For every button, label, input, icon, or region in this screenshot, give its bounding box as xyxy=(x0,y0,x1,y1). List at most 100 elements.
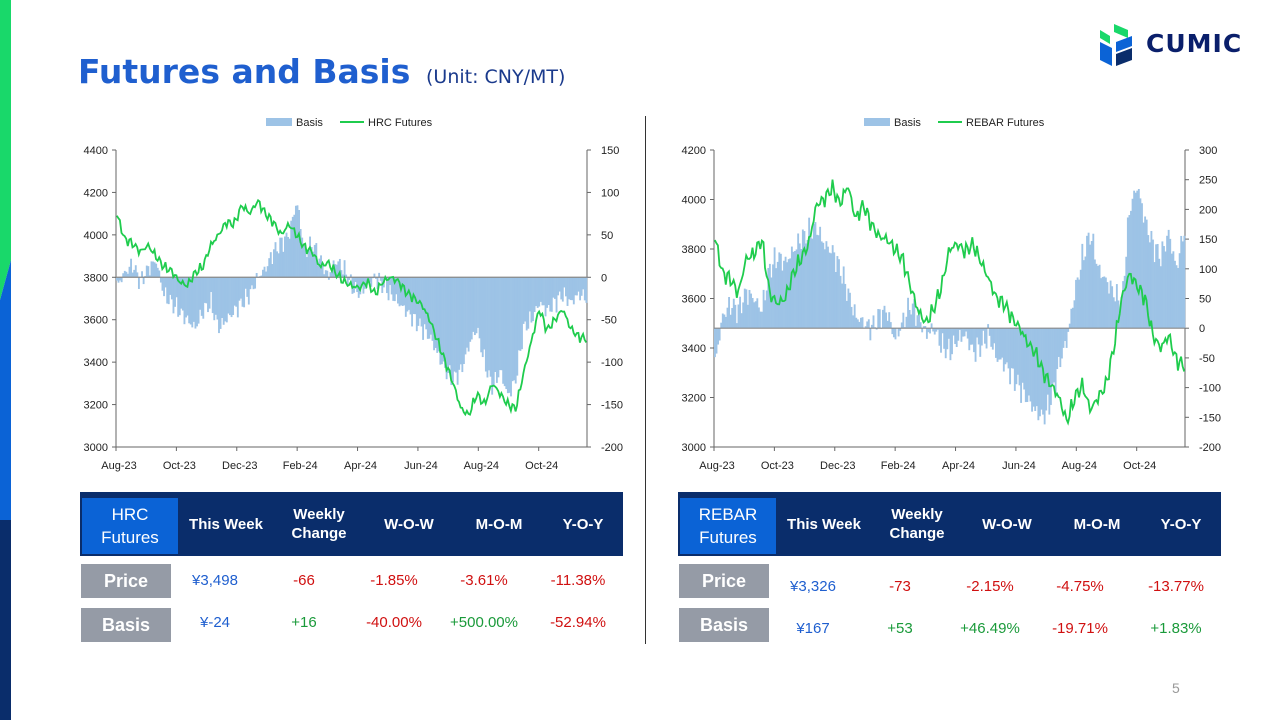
right-tick-label: 200 xyxy=(1199,204,1217,216)
basis-bar xyxy=(389,277,392,286)
basis-bar xyxy=(877,309,880,329)
basis-bar xyxy=(1029,328,1032,402)
basis-bar xyxy=(823,249,826,329)
rebar-price-yoy: -13.77% xyxy=(1148,578,1204,595)
basis-bar xyxy=(447,277,450,373)
basis-bar xyxy=(565,277,567,297)
basis-bar xyxy=(775,268,778,329)
basis-bar xyxy=(494,277,497,373)
basis-bar xyxy=(1181,241,1184,329)
basis-bar xyxy=(714,328,716,358)
basis-bar xyxy=(985,328,988,349)
basis-bar xyxy=(834,271,837,329)
basis-bar xyxy=(178,277,181,316)
basis-bar xyxy=(746,304,749,329)
basis-bar xyxy=(470,277,473,340)
basis-bar xyxy=(238,277,241,301)
basis-bar xyxy=(126,273,129,278)
basis-bar xyxy=(1166,235,1169,329)
basis-bar xyxy=(360,277,363,286)
basis-bar xyxy=(808,217,811,329)
basis-bar xyxy=(1137,188,1140,329)
basis-bar xyxy=(811,238,814,329)
basis-bar xyxy=(337,261,340,278)
basis-bar xyxy=(883,305,886,329)
basis-bar xyxy=(776,261,779,329)
basis-bar xyxy=(508,277,511,393)
basis-bar xyxy=(192,277,195,322)
basis-bar xyxy=(892,328,895,338)
basis-bar xyxy=(803,231,806,329)
basis-bar xyxy=(897,328,900,337)
basis-bar xyxy=(142,277,145,285)
basis-bar xyxy=(856,319,859,329)
legend-basis-label: Basis xyxy=(894,117,921,129)
basis-bar xyxy=(949,328,952,361)
basis-bar xyxy=(717,328,720,345)
basis-bar xyxy=(524,277,527,322)
basis-bar xyxy=(885,312,887,329)
basis-bar xyxy=(464,277,467,355)
basis-bar xyxy=(1139,198,1142,329)
logo-text: CUMIC xyxy=(1146,29,1243,58)
basis-bar xyxy=(117,277,120,283)
header-wow: W-O-W xyxy=(384,515,434,533)
basis-bar xyxy=(342,274,344,278)
basis-bar xyxy=(911,303,914,329)
basis-bar xyxy=(148,275,151,278)
basis-bar xyxy=(525,277,528,331)
hrc-row-price-label: Price xyxy=(81,564,171,598)
basis-bar xyxy=(809,237,812,329)
basis-bar xyxy=(183,277,186,325)
left-tick-label: 3800 xyxy=(682,244,706,256)
hrc-price-weekly-change: -66 xyxy=(293,572,315,589)
basis-bar xyxy=(536,277,539,308)
basis-bar xyxy=(1163,246,1165,329)
basis-bar xyxy=(392,277,395,301)
basis-bar xyxy=(1046,328,1049,395)
x-tick-label: Dec-23 xyxy=(222,460,257,472)
basis-bar xyxy=(817,235,820,329)
basis-bar xyxy=(557,277,560,296)
basis-bar xyxy=(955,328,958,347)
basis-bar xyxy=(900,322,903,329)
header-this-week: This Week xyxy=(787,515,861,533)
basis-bar xyxy=(180,277,183,309)
right-tick-label: 250 xyxy=(1199,175,1217,187)
left-tick-label: 3600 xyxy=(84,315,108,327)
basis-bar xyxy=(401,277,404,306)
hrc-futures-basis-chart: Basis HRC Futures 4400 4200 4000 3800 3600 3400… xyxy=(72,108,632,478)
basis-bar xyxy=(973,328,975,353)
basis-bar xyxy=(1089,244,1092,329)
basis-bar xyxy=(287,237,289,278)
basis-bar xyxy=(521,277,523,350)
rebar-row-price-label: Price xyxy=(679,564,769,598)
basis-bar xyxy=(1082,260,1085,329)
basis-bar xyxy=(1017,328,1019,375)
x-tick-label: Oct-24 xyxy=(1123,460,1156,472)
basis-bar xyxy=(492,277,495,387)
basis-bar xyxy=(1012,328,1015,369)
basis-bar xyxy=(202,277,205,319)
basis-bar xyxy=(881,309,884,329)
basis-bar xyxy=(378,272,381,278)
basis-bar xyxy=(1045,328,1048,411)
basis-bar xyxy=(757,307,760,329)
basis-bar xyxy=(927,328,930,333)
basis-bar xyxy=(304,244,307,278)
basis-bar xyxy=(954,328,957,345)
basis-bar xyxy=(965,328,968,332)
right-tick-label: 50 xyxy=(1199,294,1211,306)
right-tick-label: -150 xyxy=(601,400,623,412)
basis-bar xyxy=(294,205,297,278)
basis-bar xyxy=(299,229,302,278)
basis-bar xyxy=(940,328,942,353)
basis-bar xyxy=(506,277,509,394)
x-tick-label: Aug-23 xyxy=(101,460,136,472)
basis-bar xyxy=(765,290,768,329)
basis-bar xyxy=(517,277,520,351)
rebar-price-this-week: ¥3,326 xyxy=(790,578,836,595)
basis-bar xyxy=(255,273,258,278)
basis-bar xyxy=(925,328,928,339)
basis-bar xyxy=(740,313,743,329)
